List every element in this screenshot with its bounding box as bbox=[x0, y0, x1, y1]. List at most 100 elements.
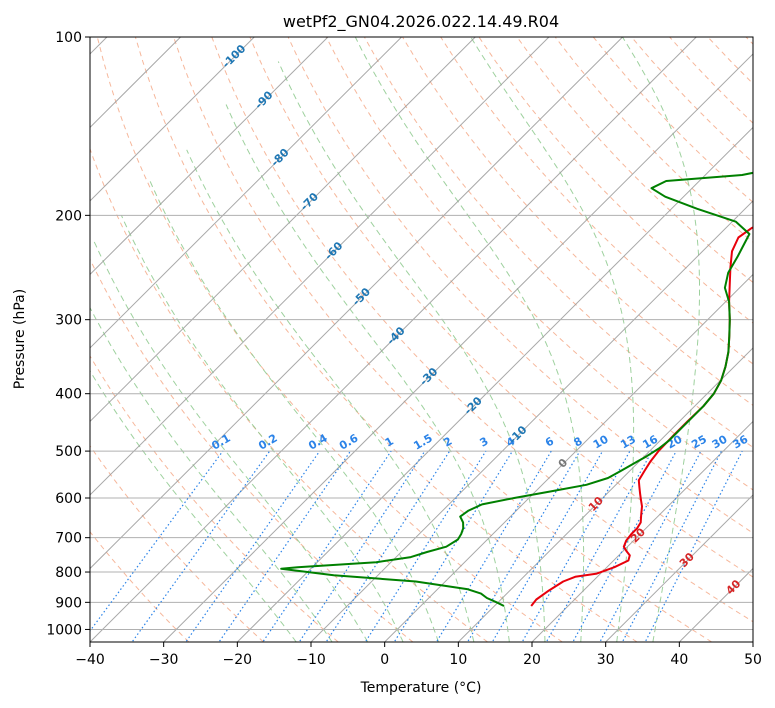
mixing-ratio-label: 6 bbox=[543, 434, 556, 449]
x-tick-label: −10 bbox=[296, 652, 326, 668]
y-tick-label: 800 bbox=[55, 565, 82, 581]
mixing-ratio-label: 30 bbox=[710, 432, 730, 451]
dry-adiabat bbox=[134, 37, 638, 642]
dewpoint-line bbox=[280, 171, 753, 607]
x-tick-label: −40 bbox=[75, 652, 105, 668]
y-tick-label: 100 bbox=[55, 30, 82, 46]
moist-adiabat bbox=[90, 369, 297, 642]
mixing-ratio-label: 8 bbox=[572, 435, 585, 450]
y-tick-label: 600 bbox=[55, 491, 82, 507]
isotherm-line bbox=[90, 37, 255, 202]
moist-adiabat bbox=[277, 61, 546, 642]
isotherm-label: -100 bbox=[220, 42, 249, 71]
y-tick-label: 200 bbox=[55, 208, 82, 224]
isotherm-line bbox=[531, 420, 753, 642]
chart-title: wetPf2_GN04.2026.022.14.49.R04 bbox=[283, 12, 559, 32]
dry-adiabat bbox=[249, 37, 753, 578]
dry-adiabat bbox=[173, 37, 712, 642]
mixing-ratio-line bbox=[621, 450, 722, 642]
y-tick-label: 500 bbox=[55, 444, 82, 460]
plot-series bbox=[280, 171, 753, 607]
isotherm-line bbox=[310, 200, 753, 642]
dry-adiabat bbox=[211, 37, 753, 623]
mixing-ratio-line bbox=[218, 450, 351, 642]
x-tick-label: 40 bbox=[670, 652, 688, 668]
mixing-ratio-line bbox=[644, 450, 743, 642]
x-tick-label: 30 bbox=[597, 652, 615, 668]
x-tick-label: −20 bbox=[223, 652, 253, 668]
mixing-ratio-line bbox=[435, 450, 552, 642]
dry-adiabat bbox=[516, 37, 753, 284]
x-axis-label: Temperature (°C) bbox=[360, 680, 482, 696]
y-axis-label: Pressure (hPa) bbox=[12, 289, 28, 389]
mixing-ratio-label: 36 bbox=[731, 432, 751, 451]
x-tick-label: 10 bbox=[449, 652, 467, 668]
isotherm-line bbox=[457, 347, 753, 642]
mixing-ratio-line bbox=[262, 450, 392, 642]
y-tick-label: 400 bbox=[55, 387, 82, 403]
x-tick-label: 50 bbox=[744, 652, 762, 668]
isotherm-line bbox=[236, 126, 753, 642]
moist-adiabat bbox=[622, 37, 700, 642]
isotherm-line bbox=[605, 494, 753, 642]
mixing-ratio-line bbox=[298, 450, 426, 642]
y-tick-label: 1000 bbox=[46, 622, 82, 638]
dry-adiabat bbox=[90, 445, 264, 642]
dry-adiabat bbox=[554, 37, 753, 243]
plot-frame bbox=[89, 36, 754, 643]
moist-adiabat bbox=[354, 37, 585, 642]
x-tick-label: 0 bbox=[380, 652, 389, 668]
moist-adiabat bbox=[90, 306, 333, 642]
moist-adiabat bbox=[120, 215, 404, 642]
isotherm-line bbox=[90, 37, 623, 570]
isotherm-line bbox=[90, 37, 550, 496]
y-tick-label: 900 bbox=[55, 595, 82, 611]
moist-adiabat bbox=[149, 180, 439, 642]
moist-adiabat bbox=[92, 239, 369, 642]
dry-adiabat bbox=[90, 355, 339, 642]
x-tick-label: 20 bbox=[523, 652, 541, 668]
plot-grid: 0.1 0.2 0.4 0.6 1 1.5 2 3 4 6 8 10 13 16 20 25 30 36-100-… bbox=[90, 37, 753, 642]
mixing-ratio-label: 13 bbox=[618, 433, 638, 452]
dry-adiabat bbox=[96, 37, 563, 642]
mixing-ratio-line bbox=[185, 450, 321, 642]
mixing-ratio-label: 1 bbox=[383, 435, 396, 450]
isotherm-line bbox=[163, 53, 753, 642]
isotherm-line bbox=[678, 567, 753, 642]
dry-adiabat bbox=[707, 37, 753, 85]
dry-adiabat bbox=[402, 37, 753, 406]
x-tick-label: −30 bbox=[149, 652, 179, 668]
mixing-ratio-line bbox=[466, 450, 581, 642]
mixing-ratio-label: 25 bbox=[689, 433, 709, 452]
isotherm-line bbox=[90, 37, 329, 276]
mixing-ratio-label: 0.2 bbox=[256, 432, 279, 453]
mixing-ratio-line bbox=[364, 450, 487, 642]
mixing-ratio-line bbox=[90, 450, 224, 632]
isotherm-line bbox=[90, 37, 402, 349]
axes: −40 −30 −20 −10 0 10 20 30 40 50 1000 900 800 700 600 5… bbox=[46, 30, 762, 668]
dry-adiabat bbox=[90, 258, 414, 642]
mixing-ratio-label: 3 bbox=[478, 435, 491, 450]
mixing-ratio-line bbox=[545, 450, 653, 642]
y-tick-label: 300 bbox=[55, 313, 82, 329]
mixing-ratio-line bbox=[521, 450, 631, 642]
dry-adiabat bbox=[440, 37, 753, 365]
dry-adiabat bbox=[90, 530, 190, 642]
moist-adiabat bbox=[225, 104, 510, 642]
mixing-ratio-line bbox=[572, 450, 677, 642]
mixing-ratio-label: 1.5 bbox=[411, 432, 434, 453]
isotherm-line bbox=[90, 37, 697, 642]
mixing-ratio-line bbox=[491, 450, 604, 642]
mixing-ratio-label: 0.1 bbox=[209, 432, 232, 453]
moist-adiabat bbox=[470, 37, 635, 642]
isotherm-line bbox=[90, 37, 476, 423]
dry-adiabat bbox=[745, 37, 753, 45]
y-tick-label: 700 bbox=[55, 531, 82, 547]
dry-adiabat bbox=[592, 37, 753, 203]
mixing-ratio-line bbox=[325, 450, 451, 642]
mixing-ratio-line bbox=[599, 450, 702, 642]
mixing-ratio-label: 10 bbox=[591, 432, 611, 451]
dry-adiabat bbox=[90, 147, 488, 642]
isotherm-line bbox=[752, 641, 753, 642]
